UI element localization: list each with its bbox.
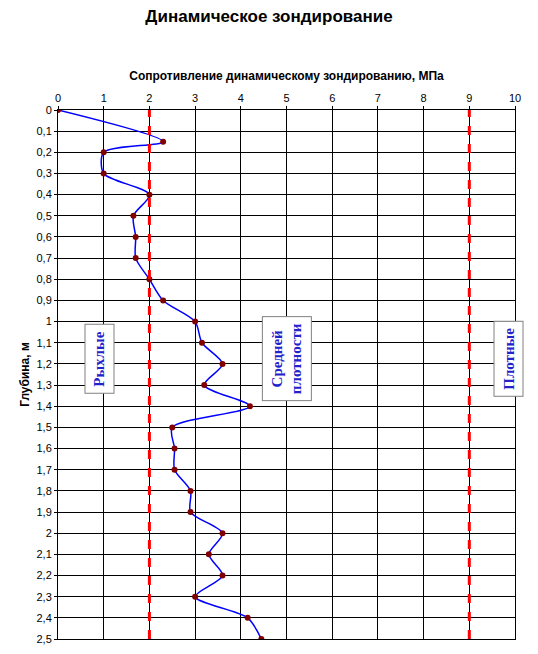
svg-text:2: 2 <box>146 92 152 104</box>
svg-text:2,1: 2,1 <box>37 548 52 560</box>
svg-text:1,8: 1,8 <box>37 485 52 497</box>
svg-text:1,3: 1,3 <box>37 379 52 391</box>
svg-text:2,4: 2,4 <box>37 612 52 624</box>
svg-text:0,2: 0,2 <box>37 146 52 158</box>
svg-text:0,3: 0,3 <box>37 167 52 179</box>
svg-text:0,5: 0,5 <box>37 210 52 222</box>
svg-text:0,1: 0,1 <box>37 125 52 137</box>
svg-text:3: 3 <box>192 92 198 104</box>
svg-text:1,6: 1,6 <box>37 442 52 454</box>
svg-text:1,2: 1,2 <box>37 358 52 370</box>
svg-text:0,9: 0,9 <box>37 294 52 306</box>
svg-text:7: 7 <box>375 92 381 104</box>
svg-text:1,1: 1,1 <box>37 337 52 349</box>
svg-text:0: 0 <box>55 92 61 104</box>
svg-text:4: 4 <box>238 92 244 104</box>
svg-text:9: 9 <box>466 92 472 104</box>
svg-text:0,7: 0,7 <box>37 252 52 264</box>
svg-text:Среднейплотности: Среднейплотности <box>269 323 305 394</box>
svg-text:Динамическое зондирование: Динамическое зондирование <box>145 7 392 26</box>
svg-text:Сопротивление динамическому зо: Сопротивление динамическому зондированию… <box>129 69 444 83</box>
svg-text:Плотные: Плотные <box>501 328 517 390</box>
svg-text:2,3: 2,3 <box>37 591 52 603</box>
svg-text:2: 2 <box>46 527 52 539</box>
svg-text:Глубина, м: Глубина, м <box>18 342 32 407</box>
svg-text:1: 1 <box>101 92 107 104</box>
svg-text:1,5: 1,5 <box>37 421 52 433</box>
svg-text:1,9: 1,9 <box>37 506 52 518</box>
svg-text:0,4: 0,4 <box>37 188 52 200</box>
svg-text:8: 8 <box>421 92 427 104</box>
svg-text:0,6: 0,6 <box>37 231 52 243</box>
svg-text:5: 5 <box>283 92 289 104</box>
svg-text:0: 0 <box>46 104 52 116</box>
svg-text:Рыхлые: Рыхлые <box>91 331 107 387</box>
svg-text:1,7: 1,7 <box>37 464 52 476</box>
svg-text:2,5: 2,5 <box>37 633 52 645</box>
svg-text:10: 10 <box>509 92 521 104</box>
svg-text:2,2: 2,2 <box>37 569 52 581</box>
svg-text:0,8: 0,8 <box>37 273 52 285</box>
svg-text:6: 6 <box>329 92 335 104</box>
svg-text:1: 1 <box>46 315 52 327</box>
svg-text:1,4: 1,4 <box>37 400 52 412</box>
